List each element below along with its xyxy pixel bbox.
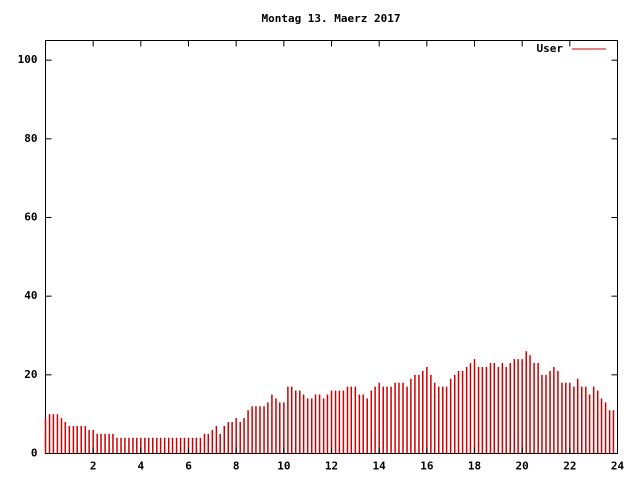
x-tick-label: 14 — [373, 460, 387, 473]
y-tick-label: 40 — [24, 289, 37, 302]
x-tick-label: 16 — [420, 460, 434, 473]
x-tick-label: 12 — [325, 460, 338, 473]
legend-label: User — [537, 42, 564, 55]
x-tick-label: 18 — [468, 460, 481, 473]
y-tick-label: 60 — [24, 211, 37, 224]
x-tick-label: 4 — [138, 460, 145, 473]
x-tick-label: 22 — [563, 460, 576, 473]
y-tick-label: 0 — [31, 447, 38, 460]
x-tick-label: 20 — [516, 460, 529, 473]
y-tick-label: 20 — [24, 368, 37, 381]
y-tick-label: 80 — [24, 132, 37, 145]
y-tick-label: 100 — [18, 53, 38, 66]
x-tick-label: 2 — [90, 460, 97, 473]
x-tick-label: 10 — [277, 460, 290, 473]
x-tick-label: 6 — [185, 460, 192, 473]
chart-title: Montag 13. Maerz 2017 — [261, 12, 400, 25]
x-tick-label: 24 — [611, 460, 625, 473]
x-tick-label: 8 — [233, 460, 240, 473]
